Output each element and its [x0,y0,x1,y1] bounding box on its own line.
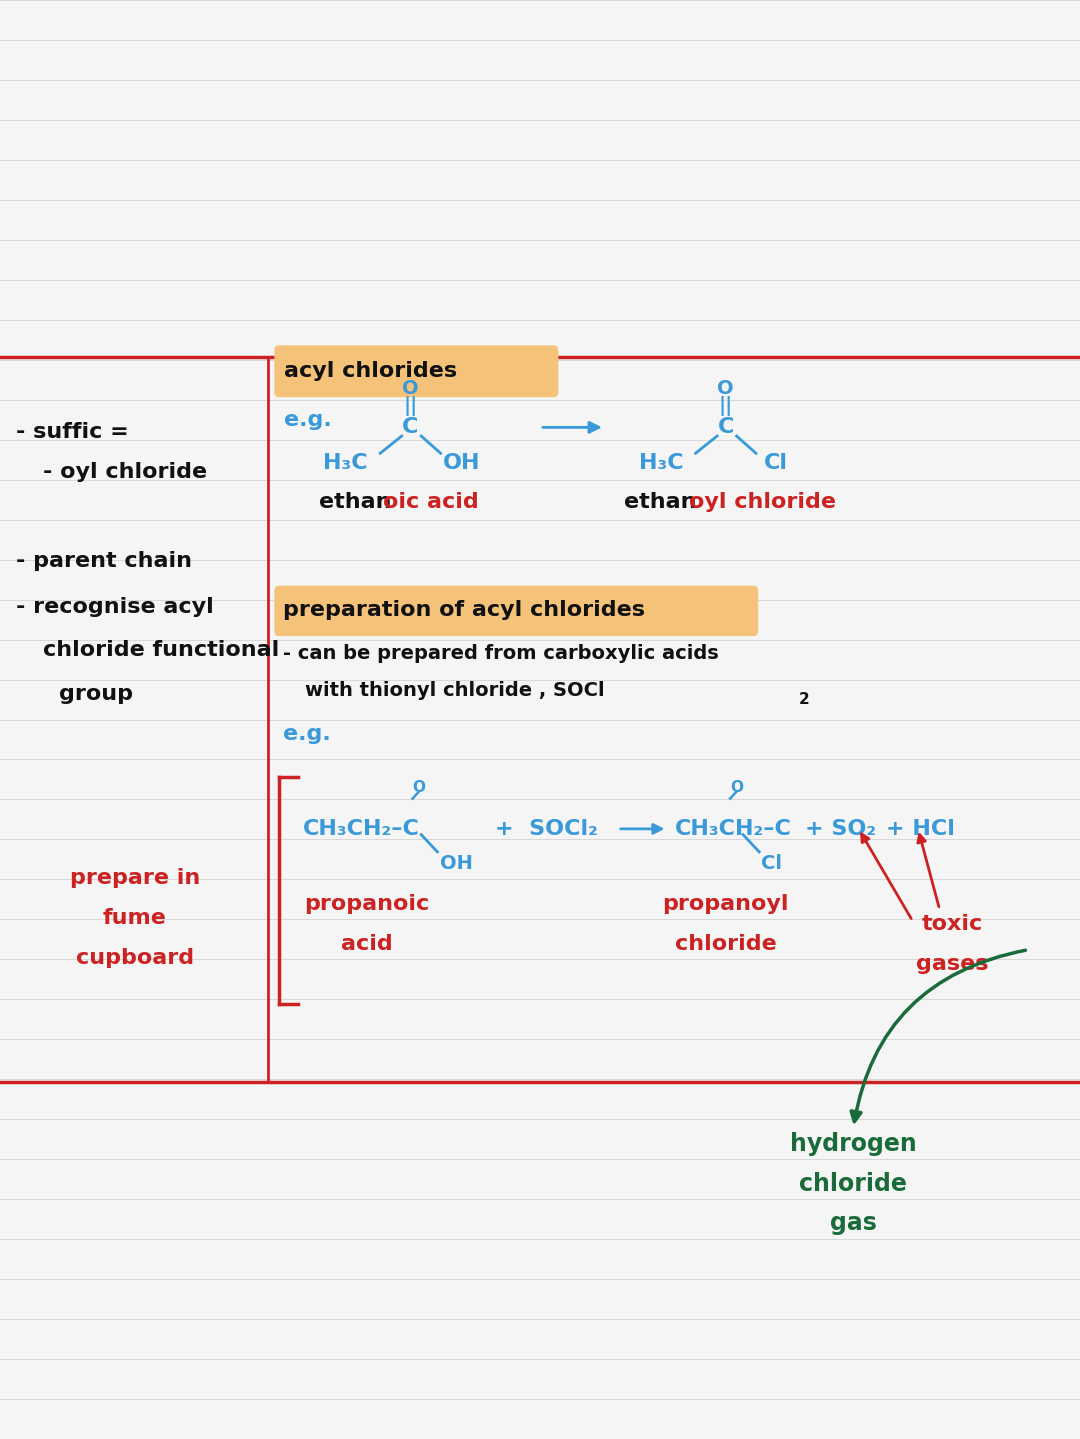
Text: O: O [730,780,743,794]
Text: with thionyl chloride , SOCl: with thionyl chloride , SOCl [305,681,604,701]
Text: Cl: Cl [764,453,787,473]
Text: propanoyl: propanoyl [662,894,789,914]
Text: fume: fume [103,908,167,928]
Text: oic acid: oic acid [383,492,480,512]
Text: ||: || [718,396,733,416]
Text: acid: acid [341,934,393,954]
Text: - can be prepared from carboxylic acids: - can be prepared from carboxylic acids [283,643,718,663]
Text: hydrogen: hydrogen [789,1132,917,1156]
Text: - recognise acyl: - recognise acyl [16,597,214,617]
Text: OH: OH [443,453,480,473]
Text: O: O [717,378,734,399]
Text: cupboard: cupboard [76,948,194,968]
Text: + HCl: + HCl [886,819,955,839]
Text: acyl chlorides: acyl chlorides [284,361,457,381]
Text: ||: || [403,396,418,416]
Text: - oyl chloride: - oyl chloride [43,462,207,482]
Text: chloride functional: chloride functional [43,640,280,661]
Text: propanoic: propanoic [305,894,430,914]
Text: CH₃CH₂–C: CH₃CH₂–C [302,819,419,839]
Text: O: O [402,378,419,399]
Text: prepare in: prepare in [70,868,200,888]
Text: chloride: chloride [675,934,777,954]
Text: chloride: chloride [799,1173,907,1196]
Text: C: C [402,417,419,437]
Text: O: O [413,780,426,794]
Text: - parent chain: - parent chain [16,551,192,571]
Text: oyl chloride: oyl chloride [689,492,836,512]
FancyBboxPatch shape [274,345,558,397]
Text: toxic: toxic [922,914,983,934]
FancyBboxPatch shape [274,586,758,636]
Text: 2: 2 [799,692,810,707]
Text: Cl: Cl [761,853,782,873]
Text: e.g.: e.g. [283,724,330,744]
Text: H₃C: H₃C [638,453,684,473]
Text: CH₃CH₂–C: CH₃CH₂–C [675,819,792,839]
Text: preparation of acyl chlorides: preparation of acyl chlorides [283,600,645,620]
Text: group: group [59,684,134,704]
Text: e.g.: e.g. [284,410,332,430]
Text: - suffic =: - suffic = [16,422,129,442]
Text: gases: gases [916,954,989,974]
Text: +  SOCl₂: + SOCl₂ [495,819,597,839]
Text: H₃C: H₃C [323,453,368,473]
Text: gas: gas [829,1212,877,1235]
Text: C: C [717,417,734,437]
Text: OH: OH [440,853,472,873]
Text: + SO₂: + SO₂ [805,819,876,839]
Text: ethan: ethan [319,492,391,512]
Text: ethan: ethan [624,492,697,512]
